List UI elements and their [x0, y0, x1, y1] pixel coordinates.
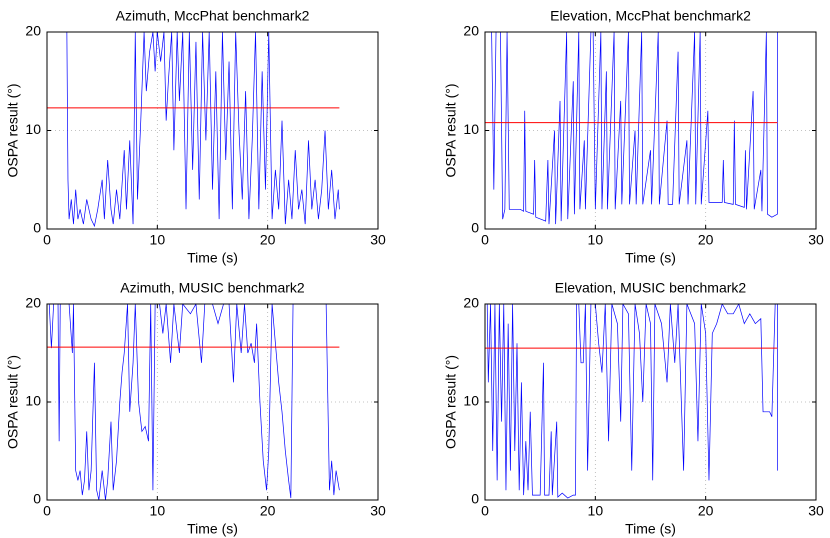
y-axis-label: OSPA result (°) [443, 355, 459, 449]
y-tick-label: 10 [25, 393, 41, 409]
x-tick-label: 10 [588, 232, 604, 248]
y-tick-label: 20 [25, 295, 41, 311]
y-axis-label: OSPA result (°) [5, 83, 21, 177]
y-tick-label: 10 [463, 121, 479, 137]
x-tick-label: 0 [43, 232, 51, 248]
x-tick-label: 20 [698, 232, 714, 248]
y-tick-label: 0 [471, 220, 479, 236]
x-tick-label: 20 [260, 232, 276, 248]
x-axis-label: Time (s) [625, 250, 676, 266]
x-tick-label: 10 [150, 503, 166, 519]
x-tick-label: 20 [698, 503, 714, 519]
axes-box [484, 31, 817, 230]
x-tick-label: 20 [260, 503, 276, 519]
plot-area [47, 32, 378, 229]
chart-title: Elevation, MccPhat benchmark2 [550, 8, 751, 24]
x-tick-label: 0 [43, 503, 51, 519]
x-tick-label: 30 [808, 232, 824, 248]
x-tick-label: 10 [588, 503, 604, 519]
chart-title: Elevation, MUSIC benchmark2 [555, 280, 747, 296]
chart-title: Azimuth, MUSIC benchmark2 [120, 280, 305, 296]
y-axis-label: OSPA result (°) [443, 83, 459, 177]
data-line [487, 32, 778, 225]
y-tick-label: 10 [463, 393, 479, 409]
data-line [48, 304, 340, 500]
x-tick-label: 10 [150, 232, 166, 248]
y-axis-label: OSPA result (°) [5, 355, 21, 449]
x-axis-label: Time (s) [187, 521, 238, 537]
x-axis-label: Time (s) [625, 521, 676, 537]
data-line [49, 32, 340, 228]
axes-box [46, 31, 379, 230]
y-tick-label: 20 [463, 23, 479, 39]
y-tick-label: 10 [25, 121, 41, 137]
axes: 0 10 20 30 0 10 20 Elevation, MccPhat benchmark… [443, 8, 824, 266]
plot-area [47, 304, 378, 500]
axes-box [46, 303, 379, 501]
x-tick-label: 30 [808, 503, 824, 519]
chart-title: Azimuth, MccPhat benchmark2 [116, 8, 310, 24]
y-tick-label: 20 [25, 23, 41, 39]
plot-area [485, 32, 816, 229]
x-tick-label: 30 [370, 503, 386, 519]
x-axis-label: Time (s) [187, 250, 238, 266]
x-tick-label: 0 [481, 232, 489, 248]
y-tick-label: 0 [33, 220, 41, 236]
axes: 0 10 20 30 0 10 20 Elevation, MUSIC benchmark2 T… [443, 280, 824, 537]
y-tick-label: 0 [33, 491, 41, 507]
axes: 0 10 20 30 0 10 20 Azimuth, MccPhat benchmark2 T… [5, 8, 386, 266]
x-tick-label: 0 [481, 503, 489, 519]
data-line [486, 304, 778, 499]
y-tick-label: 0 [471, 491, 479, 507]
axes: 0 10 20 30 0 10 20 Azimuth, MUSIC benchmark2 Tim… [5, 280, 386, 537]
axes-box [484, 303, 817, 501]
y-tick-label: 20 [463, 295, 479, 311]
x-tick-label: 30 [370, 232, 386, 248]
